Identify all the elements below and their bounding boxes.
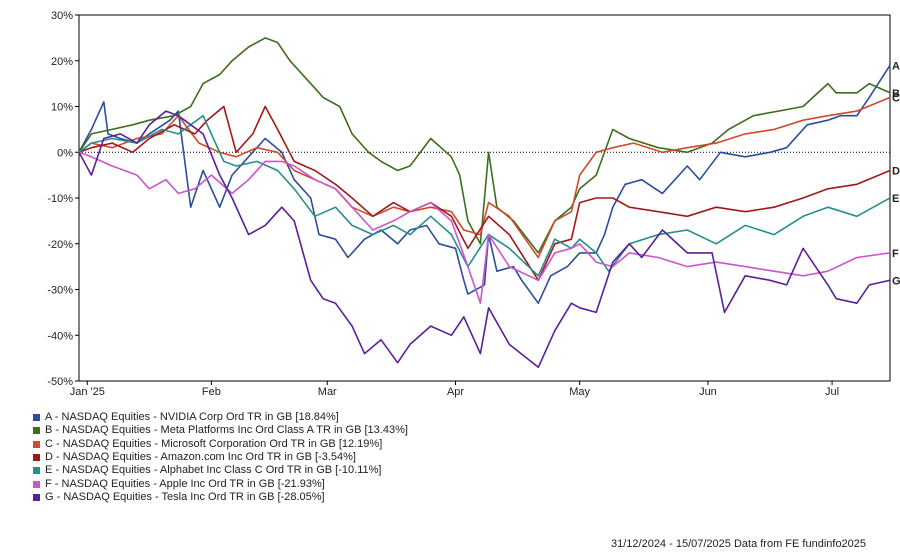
chart-svg: 30% 20% 10% 0% -10% -20% -30% -40% -50%Jan '25 Fe… [47,10,900,398]
legend-swatch [33,414,40,422]
legend-item: C - NASDAQ Equities - Microsoft Corporat… [33,438,408,451]
legend-label: F - NASDAQ Equities - Apple Inc Ord TR i… [45,477,325,490]
legend-swatch [33,454,40,462]
x-tick-label: Feb [202,386,221,398]
legend: A - NASDAQ Equities - NVIDIA Corp Ord TR… [33,411,408,504]
y-tick-label: -20% [47,239,73,251]
series-end-label: F [892,248,899,260]
series-line [78,110,891,369]
x-tick-label: Jan '25 [70,386,105,398]
legend-item: B - NASDAQ Equities - Meta Platforms Inc… [33,424,408,437]
legend-label: E - NASDAQ Equities - Alphabet Inc Class… [45,464,382,477]
legend-label: D - NASDAQ Equities - Amazon.com Inc Ord… [45,451,356,464]
legend-swatch [33,493,40,501]
legend-item: A - NASDAQ Equities - NVIDIA Corp Ord TR… [33,411,408,424]
legend-swatch [33,480,40,488]
series-line [78,114,891,277]
series-line [78,151,891,305]
y-tick-label: 30% [51,10,73,22]
y-tick-label: -10% [47,193,73,205]
legend-item: F - NASDAQ Equities - Apple Inc Ord TR i… [33,477,408,490]
footer: 31/12/2024 - 15/07/2025 Data from FE fun… [611,538,866,550]
series-end-label: C [892,92,900,104]
legend-item: G - NASDAQ Equities - Tesla Inc Ord TR i… [33,491,408,504]
y-tick-label: -40% [47,330,73,342]
y-tick-label: 10% [51,102,73,114]
series-end-label: E [892,193,899,205]
legend-item: D - NASDAQ Equities - Amazon.com Inc Ord… [33,451,408,464]
y-tick-label: -30% [47,285,73,297]
y-tick-label: 0% [57,147,73,159]
legend-label: A - NASDAQ Equities - NVIDIA Corp Ord TR… [45,411,339,424]
x-tick-label: Jul [825,386,839,398]
footer-date-range: 31/12/2024 - 15/07/2025 [611,538,731,550]
legend-item: E - NASDAQ Equities - Alphabet Inc Class… [33,464,408,477]
x-tick-label: May [569,386,590,398]
y-tick-label: 20% [51,56,73,68]
y-tick-label: -50% [47,376,73,388]
series-end-label: A [892,60,900,72]
footer-source: Data from FE fundinfo2025 [733,538,867,550]
series-end-label: G [892,275,900,287]
series-end-label: D [892,166,900,178]
x-tick-label: Apr [447,386,464,398]
series-line [78,37,891,254]
legend-label: G - NASDAQ Equities - Tesla Inc Ord TR i… [45,490,325,503]
series-end-label: B [892,88,900,100]
series-line [78,64,891,305]
legend-swatch [33,440,40,448]
x-tick-label: Mar [318,386,337,398]
legend-label: C - NASDAQ Equities - Microsoft Corporat… [45,437,383,450]
legend-swatch [33,427,40,435]
legend-label: B - NASDAQ Equities - Meta Platforms Inc… [45,424,408,437]
legend-swatch [33,467,40,475]
x-tick-label: Jun [699,386,717,398]
